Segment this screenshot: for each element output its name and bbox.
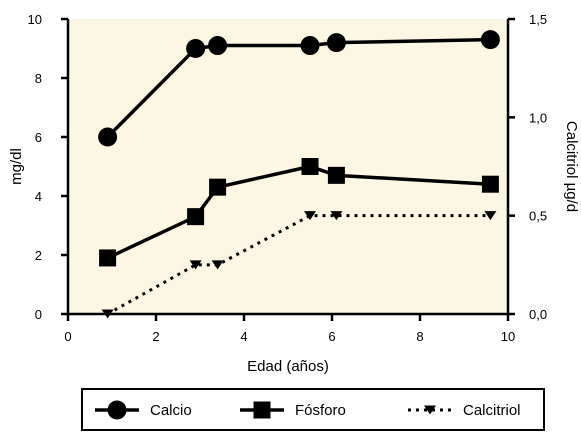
data-point: [424, 405, 436, 415]
x-tick-label: 0: [64, 329, 71, 344]
legend-label: Calcitriol: [463, 402, 521, 419]
data-point: [98, 127, 118, 147]
y-right-tick-label: 0,5: [529, 209, 547, 224]
x-tick-label: 6: [328, 329, 335, 344]
series-fósforo: [99, 158, 499, 267]
data-point: [253, 401, 271, 419]
data-point: [208, 36, 228, 56]
y-left-tick-label: 0: [35, 307, 42, 322]
data-point: [481, 175, 499, 193]
y-axis-label-left: mg/dl: [8, 148, 25, 185]
data-point: [480, 30, 500, 50]
data-point: [330, 211, 343, 221]
legend-item-calcio: Calcio: [95, 400, 192, 420]
data-point: [301, 158, 319, 175]
y-right-tick-label: 0,0: [529, 307, 547, 322]
y-left-tick-label: 10: [28, 12, 42, 27]
data-point: [211, 260, 224, 270]
data-point: [189, 260, 202, 270]
data-point: [304, 211, 316, 221]
x-axis-label: Edad (años): [247, 358, 329, 375]
data-point: [107, 400, 127, 420]
y-left-tick-label: 2: [35, 248, 42, 263]
y-axis-label-right: Calcitriol µg/d: [563, 121, 580, 212]
data-point: [484, 211, 497, 221]
data-point: [209, 178, 227, 196]
y-right-tick-label: 1,5: [529, 12, 547, 27]
legend-item-calcitriol: Calcitriol: [408, 402, 521, 419]
legend: Calcio Fósforo Calcitriol: [81, 388, 545, 431]
legend-item-fósforo: Fósforo: [240, 401, 346, 419]
data-point: [99, 249, 117, 267]
legend-label: Fósforo: [295, 402, 346, 419]
x-tick-label: 8: [416, 329, 423, 344]
data-point: [300, 36, 320, 56]
series-line: [106, 164, 491, 260]
series-calcio: [98, 30, 500, 147]
plot-background: [68, 19, 508, 314]
y-left-tick-label: 8: [35, 71, 42, 86]
data-point: [186, 39, 206, 58]
x-tick-label: 10: [501, 329, 515, 344]
data-point: [326, 33, 346, 53]
y-right-tick-label: 1,0: [529, 110, 547, 125]
data-point: [327, 166, 345, 184]
legend-box: [81, 388, 545, 431]
y-left-tick-label: 4: [35, 189, 42, 204]
x-tick-label: 2: [152, 329, 159, 344]
y-left-tick-label: 6: [35, 130, 42, 145]
data-point: [187, 208, 205, 226]
x-tick-label: 4: [240, 329, 247, 344]
series-calcitriol: [101, 211, 497, 319]
legend-label: Calcio: [150, 402, 192, 419]
series-line: [106, 37, 491, 139]
